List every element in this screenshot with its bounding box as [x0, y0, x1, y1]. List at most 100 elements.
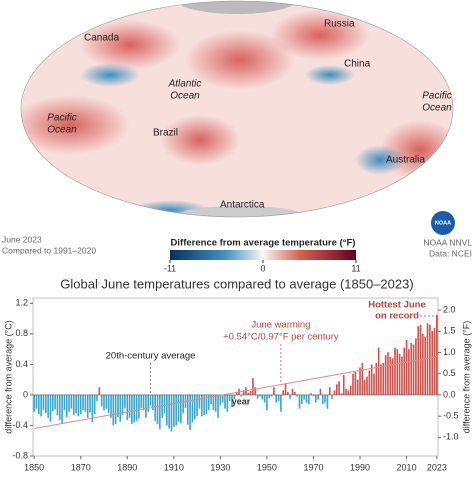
bar: [380, 364, 382, 395]
bar: [38, 394, 40, 415]
annotation: +0.54°C/0.97°F per century: [223, 332, 339, 343]
bar: [384, 355, 387, 395]
bar: [63, 394, 66, 411]
bar: [317, 394, 319, 400]
bar: [342, 375, 345, 395]
noaa-logo-text: NOAA: [435, 220, 451, 226]
bar: [133, 394, 136, 423]
bar: [54, 394, 56, 410]
bar: [91, 394, 94, 423]
bar: [210, 394, 212, 405]
colorbar-tick-label: 11: [351, 263, 360, 273]
y-tick-label: 0.8: [15, 328, 28, 338]
bar: [263, 394, 266, 403]
bar: [375, 362, 378, 395]
bar: [42, 394, 45, 411]
bar: [107, 394, 110, 414]
map-label: Ocean: [170, 91, 200, 102]
y-tick-label: 0: [23, 389, 28, 399]
bar: [79, 394, 82, 415]
bar: [70, 394, 73, 409]
bar: [410, 343, 413, 395]
bar: [93, 394, 96, 415]
bar: [226, 394, 229, 412]
bar: [296, 394, 298, 397]
bar: [398, 353, 401, 395]
bar: [354, 372, 357, 395]
bar: [103, 394, 105, 411]
bar: [82, 394, 84, 411]
bar: [403, 347, 406, 395]
bar: [373, 373, 375, 395]
bar: [163, 394, 166, 414]
bar: [89, 394, 91, 413]
bar: [431, 330, 433, 395]
map-label: Canada: [84, 33, 119, 44]
x-tick-label: 1870: [71, 462, 91, 472]
bar: [140, 394, 143, 408]
bar: [391, 358, 394, 395]
bar: [242, 390, 245, 395]
bar: [291, 388, 294, 395]
bar: [436, 314, 438, 395]
bar: [35, 394, 38, 409]
chart-title: Global June temperatures compared to ave…: [60, 276, 413, 291]
bar: [138, 394, 140, 419]
bar: [177, 394, 180, 422]
bar: [352, 373, 354, 395]
bar: [349, 385, 352, 395]
bar: [117, 394, 119, 418]
map-label: Russia: [324, 19, 355, 30]
map-label: Australia: [386, 155, 425, 166]
bar: [203, 394, 205, 415]
bar: [114, 394, 117, 424]
bar: [207, 394, 210, 411]
bar: [145, 394, 147, 418]
map-baseline: Compared to 1991–2020: [2, 245, 96, 255]
bar: [168, 394, 170, 429]
bar: [166, 394, 168, 426]
bar: [366, 376, 368, 395]
x-tick-label: 2023: [427, 462, 447, 472]
bar: [254, 387, 257, 395]
bar: [214, 394, 217, 412]
bar: [179, 394, 182, 424]
y2-tick-label: 0.0: [443, 389, 456, 399]
bar: [156, 394, 159, 424]
colorbar-title: Difference from average temperature (°F): [171, 238, 356, 249]
map-label: Ocean: [47, 125, 77, 136]
bar: [152, 394, 154, 411]
bar: [396, 349, 399, 395]
colorbar-tick-label: -11: [164, 263, 176, 273]
x-axis-label: year: [232, 396, 251, 406]
bar: [105, 394, 108, 409]
x-tick-label: 1910: [164, 462, 184, 472]
annotation: on record: [375, 311, 419, 322]
bar: [228, 394, 231, 402]
bar: [249, 391, 252, 395]
y2-tick-label: -1.0: [443, 432, 459, 442]
bar: [142, 394, 145, 411]
bar: [252, 378, 254, 395]
bar: [235, 391, 238, 395]
bar: [426, 323, 429, 395]
bar: [308, 394, 310, 405]
bar: [326, 394, 329, 409]
annotation: 20th-century average: [106, 351, 196, 362]
bar: [221, 394, 224, 403]
bar: [98, 387, 101, 395]
bar: [40, 394, 42, 417]
bar: [310, 393, 312, 395]
annotation: Hottest June: [368, 300, 426, 311]
bar: [198, 394, 201, 409]
bar: [126, 394, 129, 421]
bar: [359, 367, 361, 395]
map: [21, 1, 453, 217]
bar: [284, 383, 287, 395]
y2-tick-label: 1.0: [443, 347, 456, 357]
noaa-logo: [431, 211, 455, 235]
annotation: June warming: [251, 320, 310, 331]
x-tick-label: 1990: [350, 462, 370, 472]
bar: [170, 394, 173, 432]
